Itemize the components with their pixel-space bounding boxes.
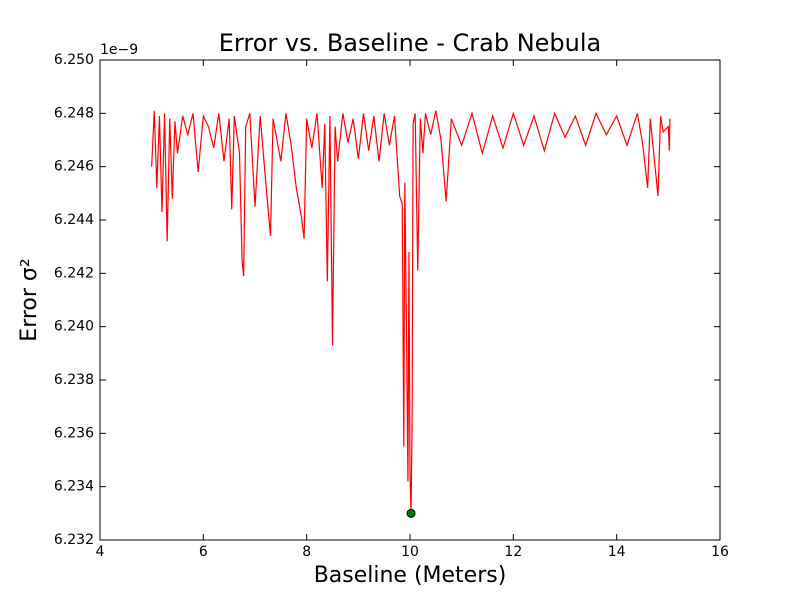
y-offset-label: 1e−9 <box>100 42 138 58</box>
x-tick-label: 16 <box>711 544 729 560</box>
y-axis-label: Error σ² <box>17 258 42 341</box>
x-tick-label: 6 <box>199 544 208 560</box>
y-tick-label: 6.244 <box>54 212 94 228</box>
x-axis-label: Baseline (Meters) <box>314 563 507 588</box>
y-tick-label: 6.248 <box>54 105 94 121</box>
chart-title: Error vs. Baseline - Crab Nebula <box>219 29 602 57</box>
y-tick-label: 6.240 <box>54 319 94 335</box>
y-tick-label: 6.242 <box>54 265 94 281</box>
x-tick-label: 8 <box>302 544 311 560</box>
y-tick-label: 6.236 <box>54 425 94 441</box>
minimum-marker <box>406 508 416 518</box>
x-tick-label: 14 <box>608 544 626 560</box>
y-tick-label: 6.246 <box>54 159 94 175</box>
plot-frame <box>99 59 721 541</box>
x-tick-label: 4 <box>96 544 105 560</box>
data-line <box>151 110 671 514</box>
y-tick-label: 6.250 <box>54 52 94 68</box>
y-tick-label: 6.238 <box>54 372 94 388</box>
x-tick-label: 10 <box>401 544 419 560</box>
y-tick-label: 6.232 <box>54 532 94 548</box>
y-tick-label: 6.234 <box>54 479 94 495</box>
x-tick-label: 12 <box>504 544 522 560</box>
